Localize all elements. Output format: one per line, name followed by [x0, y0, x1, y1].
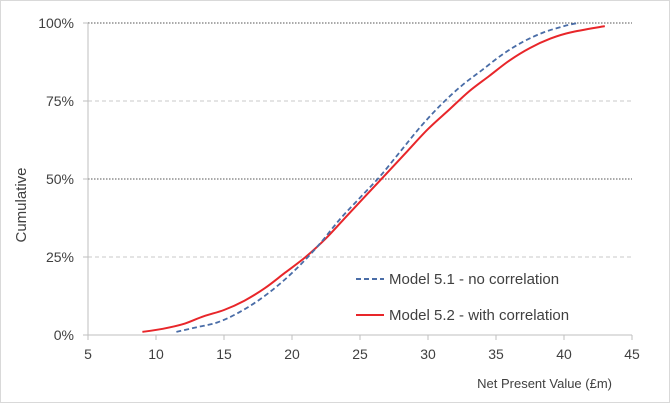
legend-label-model-5-2: Model 5.2 - with correlation [389, 307, 569, 324]
y-tick-label: 75% [46, 93, 74, 109]
x-tick-label: 30 [420, 346, 436, 362]
x-tick-label: 40 [556, 346, 572, 362]
x-tick-label: 35 [488, 346, 504, 362]
series-lines [142, 22, 605, 333]
gridlines [88, 22, 632, 258]
x-tick-labels: 5 10 15 20 25 30 35 40 45 [84, 335, 640, 362]
y-tick-label: 100% [38, 15, 74, 31]
x-tick-label: 20 [284, 346, 300, 362]
x-tick-label: 5 [84, 346, 92, 362]
y-axis-title: Cumulative [13, 167, 30, 242]
x-axis-title: Net Present Value (£m) [477, 376, 612, 391]
y-tick-label: 50% [46, 171, 74, 187]
x-tick-label: 25 [352, 346, 368, 362]
x-tick-label: 10 [148, 346, 164, 362]
legend-label-model-5-1: Model 5.1 - no correlation [389, 271, 559, 288]
x-tick-label: 45 [624, 346, 640, 362]
x-tick-label: 15 [216, 346, 232, 362]
y-tick-label: 0% [54, 327, 74, 343]
series-line-model-5-2 [142, 25, 605, 333]
y-tick-label: 25% [46, 249, 74, 265]
y-tick-labels: 0% 25% 50% 75% 100% [38, 15, 88, 343]
legend: Model 5.1 - no correlation Model 5.2 - w… [356, 271, 569, 324]
